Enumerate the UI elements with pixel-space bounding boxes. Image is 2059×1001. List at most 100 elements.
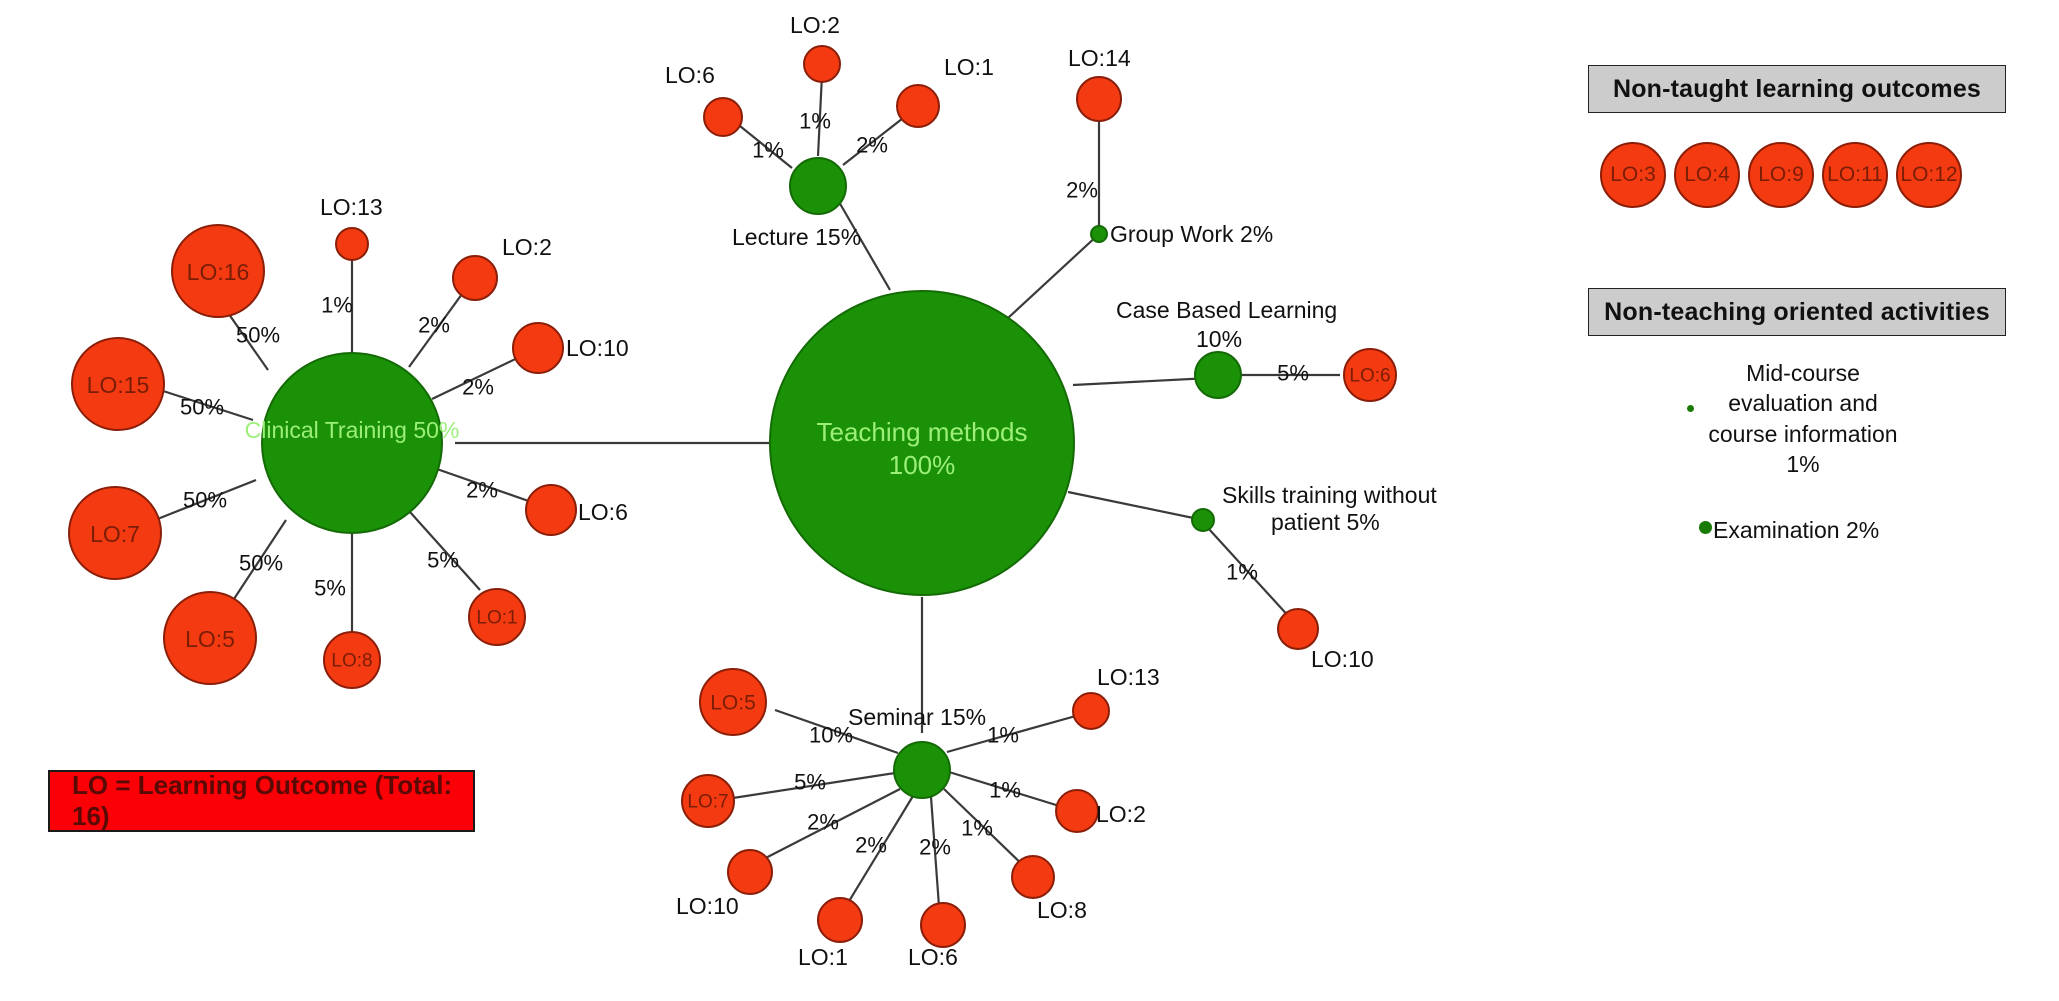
seminar-lo7-circle[interactable] [681, 774, 735, 828]
skills-training-circle[interactable] [1191, 508, 1215, 532]
seminar-lo8-label: LO:8 [1037, 897, 1087, 923]
seminar-lo2-label: LO:2 [1096, 801, 1146, 827]
node-lo[interactable]: LO:16 [171, 224, 265, 318]
node-lo[interactable]: LO:10 [1277, 608, 1374, 672]
edge-labels-seminar: 10% 5% 2% 2% 2% 1% 1% 1% [794, 723, 1021, 860]
clinical-training-circle[interactable] [261, 352, 443, 534]
node-lecture[interactable]: Lecture 15% [732, 157, 861, 250]
non-teaching-legend-header: Non-teaching oriented activities [1588, 288, 2006, 336]
cbl-lo6-circle[interactable] [1343, 348, 1397, 402]
node-lo[interactable]: LO:1 [798, 897, 863, 970]
node-lo[interactable]: LO:1 [468, 588, 526, 646]
group-work-circle[interactable] [1090, 225, 1108, 243]
node-lo[interactable]: LO:6 [908, 902, 966, 970]
ct-lo8-circle[interactable] [323, 631, 381, 689]
non-taught-chip-lo11[interactable]: LO:11 [1822, 142, 1888, 208]
edge-seminar-lo6 [929, 796, 942, 921]
node-lo[interactable]: LO:2 [1055, 789, 1146, 833]
ct-lo1-circle[interactable] [468, 588, 526, 646]
edges-root-to-methods [455, 194, 1211, 733]
node-lo[interactable]: LO:8 [1011, 855, 1087, 923]
seminar-lo2-circle[interactable] [1055, 789, 1099, 833]
node-lo[interactable]: LO:2 [790, 12, 841, 83]
node-lo[interactable]: LO:7 [68, 486, 162, 580]
node-lo[interactable]: LO:14 [1068, 45, 1131, 122]
non-taught-chip-lo3[interactable]: LO:3 [1600, 142, 1666, 208]
nodes-skills-training-outcomes: LO:10 [1277, 608, 1374, 672]
node-lo[interactable]: LO:8 [323, 631, 381, 689]
node-lo[interactable]: LO:5 [163, 591, 257, 685]
lecture-lo6-label: LO:6 [665, 62, 715, 88]
non-taught-chip-lo3-label: LO:3 [1610, 163, 1656, 186]
examination-dot-icon [1699, 521, 1712, 534]
edge-skills-lo10 [1207, 527, 1293, 621]
non-taught-chip-lo4-label: LO:4 [1684, 163, 1730, 186]
ct-lo5-circle[interactable] [163, 591, 257, 685]
non-teaching-item-midcourse: Mid-course evaluation and course informa… [1698, 358, 1908, 479]
edge-label-ct-lo10: 2% [462, 375, 494, 400]
lecture-lo6-circle[interactable] [703, 97, 743, 137]
ct-lo15-circle[interactable] [71, 337, 165, 431]
skills-lo10-circle[interactable] [1277, 608, 1319, 650]
node-lo[interactable]: LO:7 [681, 774, 735, 828]
lecture-lo1-circle[interactable] [896, 84, 940, 128]
node-skills-training[interactable]: Skills training without patient 5% [1191, 482, 1437, 535]
node-lo[interactable]: LO:15 [71, 337, 165, 431]
node-teaching-methods[interactable]: Teaching methods 100% [769, 290, 1075, 596]
teaching-methods-circle[interactable] [769, 290, 1075, 596]
edge-labels-lecture: 1% 1% 2% [752, 109, 888, 163]
seminar-lo8-circle[interactable] [1011, 855, 1055, 899]
seminar-lo13-label: LO:13 [1097, 664, 1160, 690]
ct-lo16-circle[interactable] [171, 224, 265, 318]
node-clinical-training[interactable]: Clinical Training 50% [245, 352, 460, 534]
edge-seminar-lo10 [749, 788, 901, 867]
node-lo[interactable]: LO:2 [452, 234, 552, 301]
lecture-circle[interactable] [789, 157, 847, 215]
non-taught-chip-lo12[interactable]: LO:12 [1896, 142, 1962, 208]
node-seminar[interactable]: Seminar 15% [848, 704, 986, 799]
ct-lo10-circle[interactable] [512, 322, 564, 374]
node-lo[interactable]: LO:10 [676, 849, 773, 919]
seminar-lo6-circle[interactable] [920, 902, 966, 948]
node-lo[interactable]: LO:13 [1072, 664, 1160, 730]
edge-labels-skills-training: 1% [1226, 560, 1258, 585]
ct-lo2-circle[interactable] [452, 255, 498, 301]
edge-seminar-lo1 [839, 795, 914, 917]
lecture-lo1-label: LO:1 [944, 54, 994, 80]
node-group-work[interactable]: Group Work 2% [1090, 221, 1273, 247]
ct-lo7-circle[interactable] [68, 486, 162, 580]
midcourse-line4: 1% [1786, 451, 1820, 478]
edge-root-case-based [1072, 376, 1211, 387]
edge-seminar-lo5 [774, 708, 899, 755]
edge-label-lecture-lo2: 1% [799, 109, 831, 134]
group-lo14-circle[interactable] [1076, 76, 1122, 122]
ct-lo10-label: LO:10 [566, 335, 629, 361]
node-case-based-learning[interactable]: Case Based Learning 10% [1116, 297, 1337, 399]
seminar-lo5-circle[interactable] [699, 668, 767, 736]
seminar-lo10-circle[interactable] [727, 849, 773, 895]
seminar-lo1-circle[interactable] [817, 897, 863, 943]
ct-lo13-circle[interactable] [335, 227, 369, 261]
edge-label-seminar-lo13: 1% [987, 723, 1019, 748]
edge-label-seminar-lo8: 1% [961, 816, 993, 841]
node-lo[interactable]: LO:6 [525, 484, 628, 536]
node-lo[interactable]: LO:6 [665, 62, 743, 137]
non-taught-chip-lo4[interactable]: LO:4 [1674, 142, 1740, 208]
node-lo[interactable]: LO:5 [699, 668, 767, 736]
non-taught-chip-lo11-label: LO:11 [1827, 163, 1883, 186]
seminar-circle[interactable] [893, 741, 951, 799]
node-lo[interactable]: LO:1 [896, 54, 994, 128]
midcourse-line2: evaluation and [1728, 390, 1878, 417]
seminar-lo13-circle[interactable] [1072, 692, 1110, 730]
ct-lo7-label: LO:7 [90, 521, 140, 547]
edge-label-cbl-lo6: 5% [1277, 361, 1309, 386]
case-based-learning-circle[interactable] [1194, 351, 1242, 399]
non-taught-chip-lo9[interactable]: LO:9 [1748, 142, 1814, 208]
edge-lecture-lo1 [842, 114, 908, 166]
lecture-lo2-circle[interactable] [803, 45, 841, 83]
node-lo[interactable]: LO:6 [1343, 348, 1397, 402]
node-lo[interactable]: LO:13 [320, 194, 383, 261]
ct-lo6-circle[interactable] [525, 484, 577, 536]
node-lo[interactable]: LO:10 [512, 322, 629, 374]
